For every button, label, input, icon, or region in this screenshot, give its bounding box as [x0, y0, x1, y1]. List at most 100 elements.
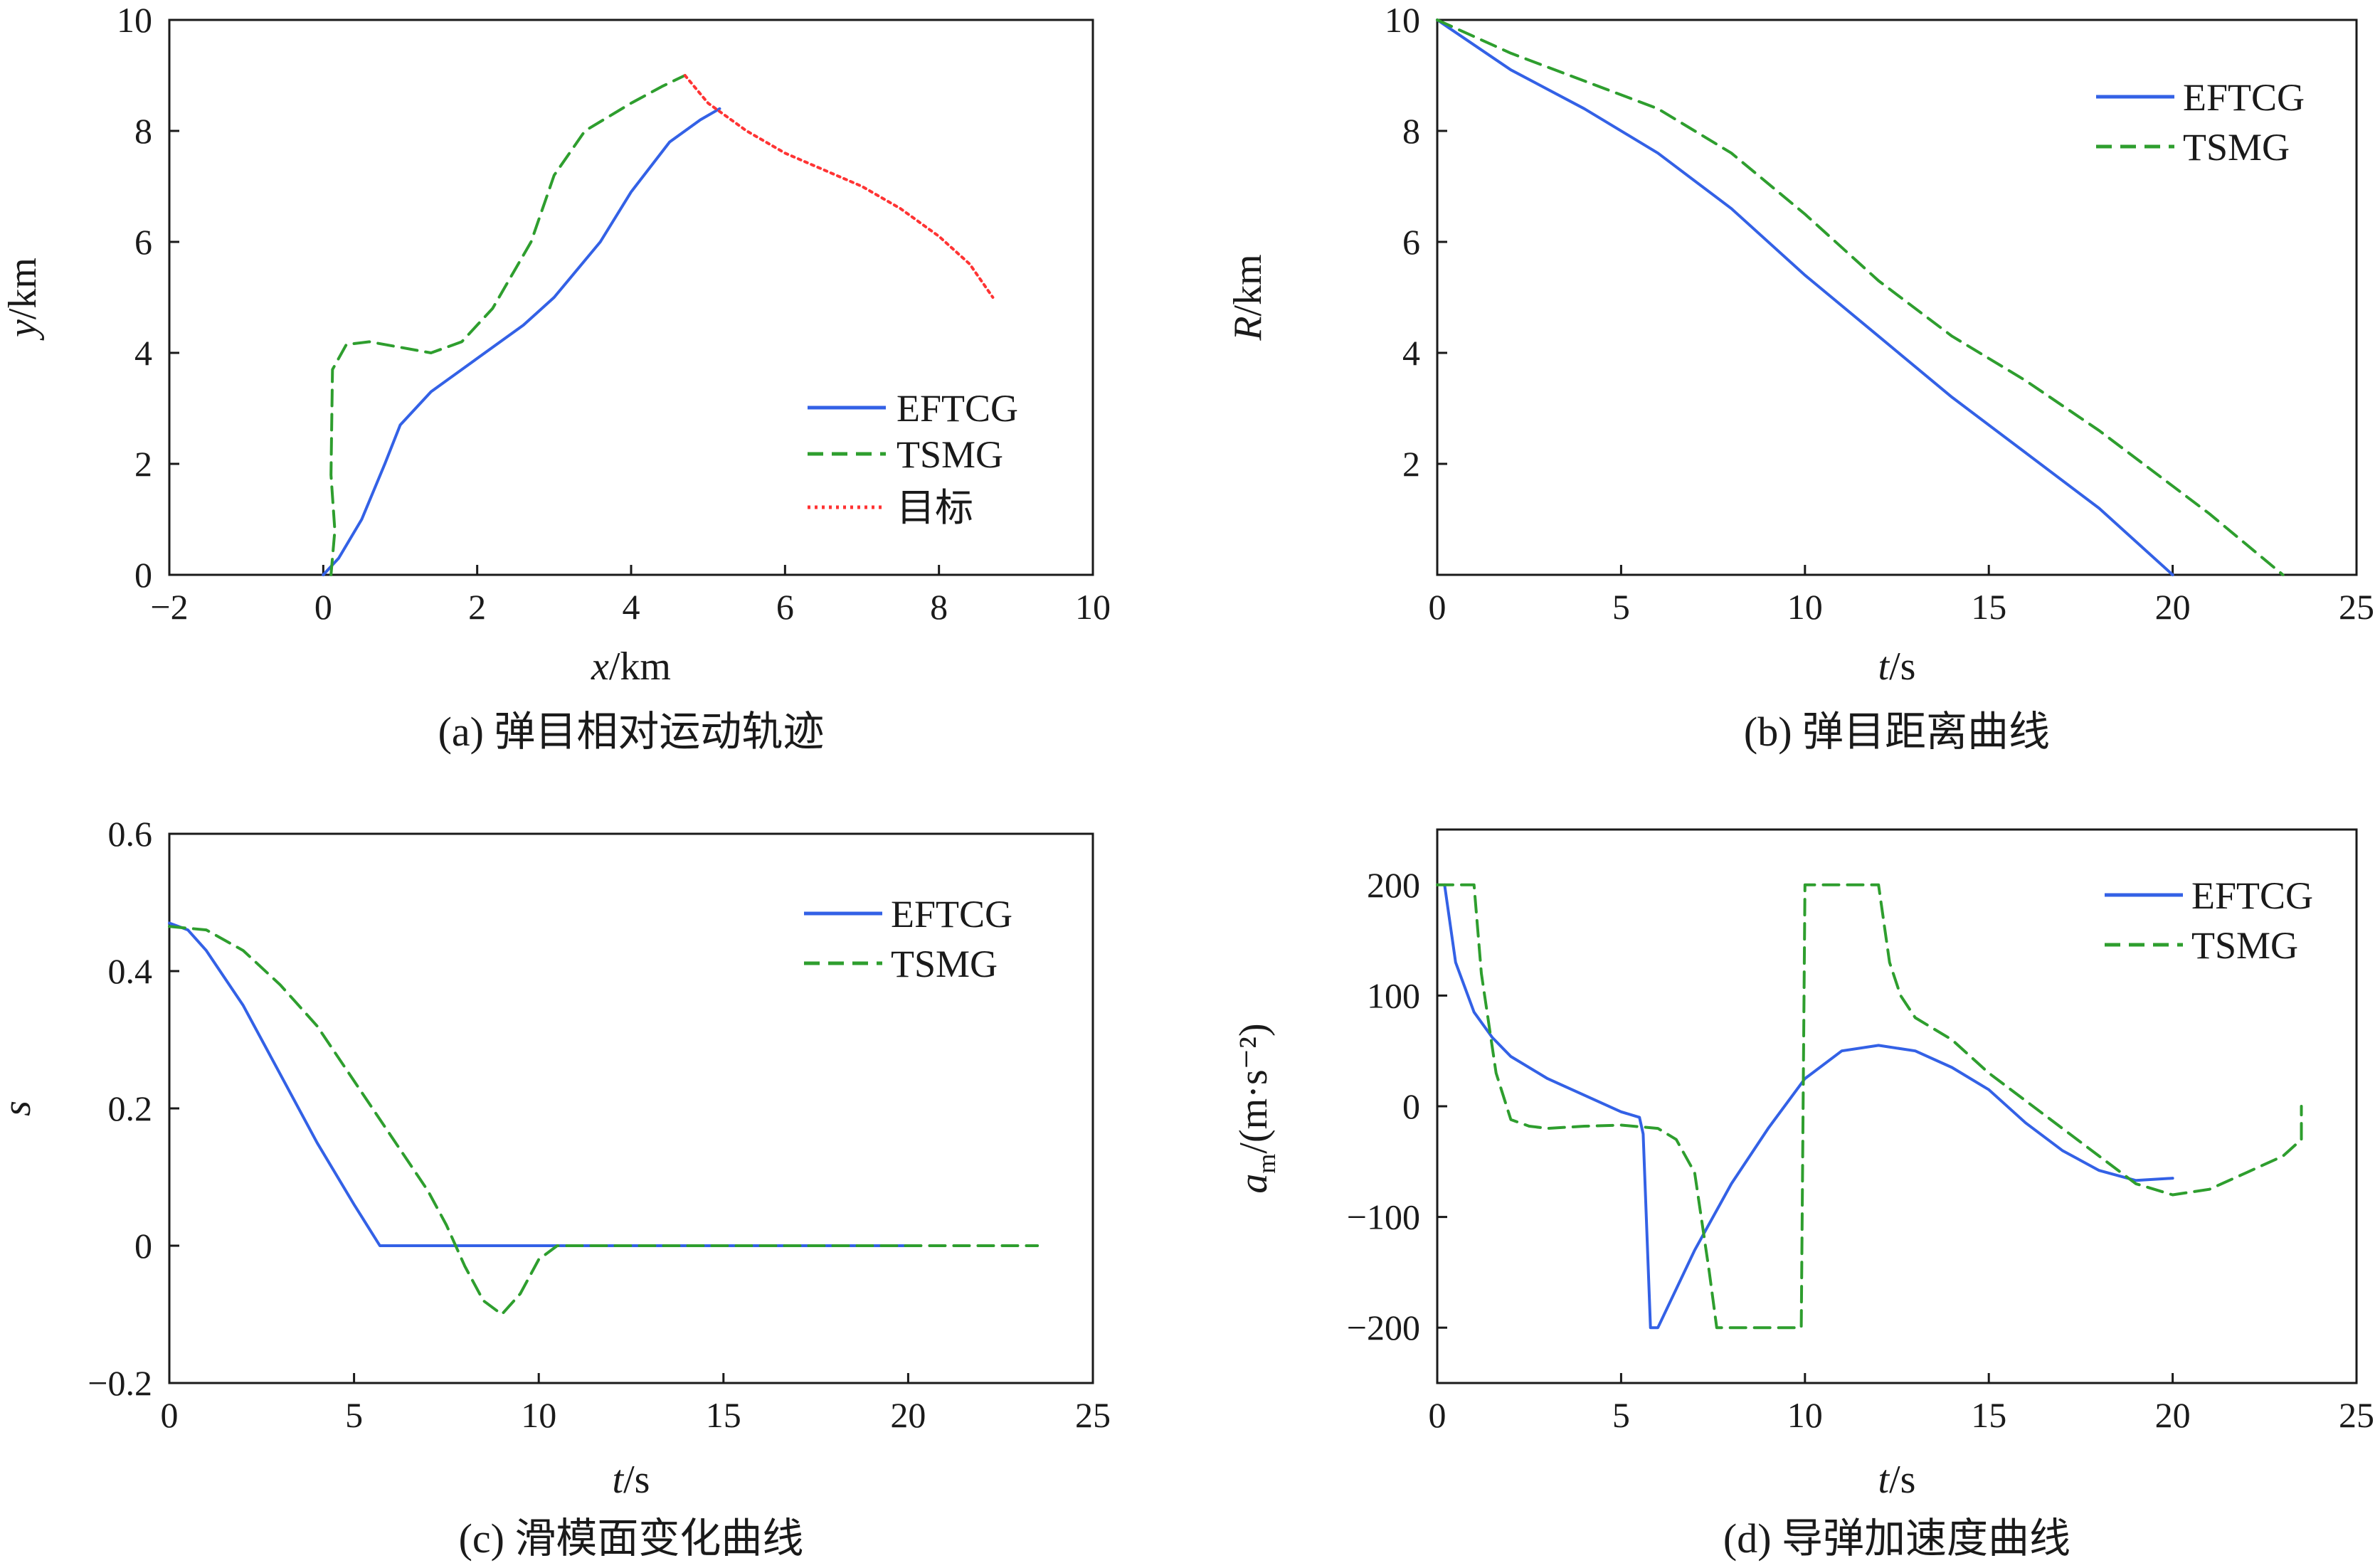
panel-c-series-eftcg-line	[168, 921, 910, 1247]
panel-c-y-axis-label: s	[0, 1101, 39, 1116]
panel-c-ytick-label-0: −0.2	[88, 1363, 152, 1403]
panel-b-ytick-label-3: 8	[1402, 111, 1420, 151]
panel-d-caption: (d) 导弹加速度曲线	[1723, 1515, 2070, 1562]
panel-d-ytick-label-2: 0	[1402, 1086, 1420, 1126]
panel-d-xtick-label-3: 15	[1971, 1395, 2006, 1435]
svg-text:y/km: y/km	[1, 258, 45, 341]
panel-b-ticks: 0 5 10 15 20 25 2 4 6 8 10	[1385, 0, 2374, 627]
panel-b-xtick-label-1: 5	[1612, 587, 1630, 627]
panel-d-x-axis-label: t/s	[1878, 1458, 1916, 1502]
panel-b-xtick-label-5: 25	[2339, 587, 2374, 627]
svg-text:am/(m·s⁻²): am/(m·s⁻²)	[1232, 1023, 1281, 1193]
panel-b-y-axis-label: R/km	[1226, 254, 1270, 341]
panel-a-legend: EFTCG TSMG 目标	[808, 387, 1018, 529]
legend-a-efctg-label: EFTCG	[897, 387, 1018, 430]
panel-c-xtick-label-5: 25	[1075, 1395, 1111, 1435]
panel-c-ytick-label-3: 0.4	[108, 951, 153, 991]
legend-c-efctg-label: EFTCG	[891, 893, 1012, 936]
panel-a-ytick-label-5: 10	[117, 0, 152, 40]
panel-b-ytick-label-2: 6	[1402, 222, 1420, 262]
panel-b-xtick-label-0: 0	[1429, 587, 1446, 627]
legend-a-tsmg-label: TSMG	[897, 433, 1003, 476]
svg-text:t/s: t/s	[613, 1458, 650, 1502]
legend-c-tsmg-label: TSMG	[891, 943, 998, 985]
panel-c-xtick-label-1: 5	[345, 1395, 363, 1435]
panel-a-ytick-label-4: 8	[134, 111, 152, 151]
panel-a-caption: (a) 弹目相对运动轨迹	[438, 709, 825, 755]
panel-a-xtick-label-4: 6	[776, 587, 794, 627]
legend-b-tsmg-label: TSMG	[2183, 126, 2290, 169]
panel-c-xtick-label-0: 0	[161, 1395, 179, 1435]
panel-a-series-eftcg-line	[322, 107, 721, 576]
panel-b-ytick-label-0: 2	[1402, 444, 1420, 484]
panel-d-xtick-label-2: 10	[1787, 1395, 1823, 1435]
panel-a-xtick-label-1: 0	[314, 587, 332, 627]
panel-b-xtick-label-2: 10	[1787, 587, 1823, 627]
panel-a-xtick-label-2: 2	[468, 587, 486, 627]
panel-d-ytick-label-0: −200	[1347, 1308, 1420, 1347]
panel-b-xtick-label-3: 15	[1971, 587, 2006, 627]
panel-b-x-axis-label: t/s	[1878, 645, 1916, 689]
panel-d-xtick-label-1: 5	[1612, 1395, 1630, 1435]
panel-d-xtick-label-5: 25	[2339, 1395, 2374, 1435]
panel-d-series-eftcg-line	[1443, 883, 2174, 1330]
panel-b-axes-frame	[1436, 18, 2358, 576]
panel-d-series-tsmg-line	[1436, 883, 2303, 1330]
panel-c-series	[168, 921, 1040, 1316]
panel-d-y-axis-label: am/(m·s⁻²)	[1232, 1023, 1281, 1193]
panel-d-xtick-label-4: 20	[2155, 1395, 2191, 1435]
panel-b-legend: EFTCG TSMG	[2096, 76, 2305, 169]
svg-text:t/s: t/s	[1878, 645, 1916, 689]
panel-b-series-tsmg-line	[1436, 18, 2285, 576]
panel-c-legend: EFTCG TSMG	[804, 893, 1012, 985]
panel-d-ytick-label-1: −100	[1347, 1197, 1420, 1237]
panel-d-ytick-label-3: 100	[1367, 975, 1420, 1015]
svg-text:R/km: R/km	[1226, 254, 1270, 341]
panel-c-ytick-label-4: 0.6	[108, 814, 153, 854]
svg-text:t/s: t/s	[1878, 1458, 1916, 1502]
panel-a-xtick-label-3: 4	[623, 587, 640, 627]
legend-d-efctg-label: EFTCG	[2191, 874, 2313, 917]
panel-b-series	[1436, 18, 2285, 576]
panel-a-xtick-label-6: 10	[1075, 587, 1111, 627]
panel-b-ytick-label-1: 4	[1402, 333, 1420, 373]
panel-d-acceleration: 0 5 10 15 20 25 −200 −100 0 100 200 t/s am/(m·s⁻²)…	[1232, 828, 2374, 1562]
panel-a-xtick-label-0: −2	[150, 587, 188, 627]
panel-c-caption: (c) 滑模面变化曲线	[459, 1515, 804, 1562]
panel-b-ytick-label-4: 10	[1385, 0, 1420, 40]
panel-a-x-axis-label: x/km	[591, 645, 671, 689]
panel-a-series	[322, 74, 995, 576]
panel-d-legend: EFTCG TSMG	[2105, 874, 2313, 967]
legend-d-tsmg-label: TSMG	[2191, 924, 2298, 967]
svg-text:x/km: x/km	[591, 645, 671, 689]
panel-a-ytick-label-2: 4	[134, 333, 152, 373]
legend-b-efctg-label: EFTCG	[2183, 76, 2305, 119]
panel-a-ytick-label-1: 2	[134, 444, 152, 484]
panel-d-series	[1436, 883, 2303, 1330]
panel-c-x-axis-label: t/s	[613, 1458, 650, 1502]
panel-a-y-axis-label: y/km	[1, 258, 45, 341]
legend-a-target-label: 目标	[897, 487, 973, 529]
panel-a-ytick-label-0: 0	[134, 555, 152, 595]
panel-b-caption: (b) 弹目距离曲线	[1744, 709, 2050, 755]
panel-d-ticks: 0 5 10 15 20 25 −200 −100 0 100 200	[1347, 865, 2374, 1435]
panel-a-ytick-label-3: 6	[134, 222, 152, 262]
panel-a-series-tsmg-line	[329, 74, 687, 576]
panel-c-ytick-label-2: 0.2	[108, 1088, 153, 1128]
panel-a-xtick-label-5: 8	[930, 587, 948, 627]
panel-c-ytick-label-1: 0	[134, 1226, 152, 1266]
panel-d-ytick-label-4: 200	[1367, 865, 1420, 905]
panel-b-xtick-label-4: 20	[2155, 587, 2191, 627]
panel-d-xtick-label-0: 0	[1429, 1395, 1446, 1435]
panel-a-series-target-line	[683, 74, 995, 299]
panel-c-xtick-label-4: 20	[890, 1395, 926, 1435]
panel-b-series-eftcg-line	[1436, 18, 2174, 576]
panel-c-ticks: 0 5 10 15 20 25−0.200.20.40.6	[88, 814, 1111, 1435]
panel-c-xtick-label-2: 10	[521, 1395, 556, 1435]
panel-c-series-tsmg-line	[168, 925, 1040, 1316]
panel-b-distance: 0 5 10 15 20 25 2 4 6 8 10 t/s R/km (b) 弹目距离曲线 EFT…	[1226, 0, 2374, 755]
